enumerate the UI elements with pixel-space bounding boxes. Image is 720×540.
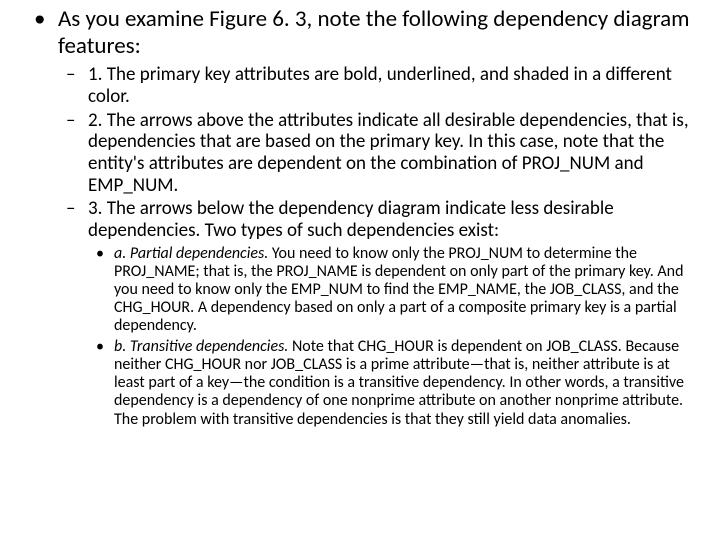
- list-item: b. Transitive dependencies. Note that CH…: [88, 338, 690, 429]
- lvl1-text: As you examine Figure 6. 3, note the fol…: [58, 5, 690, 60]
- list-item: As you examine Figure 6. 3, note the fol…: [30, 6, 690, 429]
- bullet-list-level2: 1. The primary key attributes are bold, …: [58, 64, 690, 429]
- list-item: 1. The primary key attributes are bold, …: [58, 64, 690, 107]
- bullet-list-level3: a. Partial dependencies. You need to kno…: [88, 245, 690, 429]
- lvl2-text-1: 1. The primary key attributes are bold, …: [88, 63, 672, 108]
- bullet-list-level1: As you examine Figure 6. 3, note the fol…: [30, 6, 690, 429]
- lvl2-text-3: 3. The arrows below the dependency diagr…: [88, 197, 614, 242]
- lvl3-b-label: b. Transitive dependencies.: [114, 337, 288, 356]
- lvl3-a-label: a. Partial dependencies.: [114, 244, 268, 263]
- list-item: 2. The arrows above the attributes indic…: [58, 110, 690, 197]
- list-item: 3. The arrows below the dependency diagr…: [58, 198, 690, 429]
- slide: As you examine Figure 6. 3, note the fol…: [0, 0, 720, 540]
- list-item: a. Partial dependencies. You need to kno…: [88, 245, 690, 336]
- lvl2-text-2: 2. The arrows above the attributes indic…: [88, 109, 689, 197]
